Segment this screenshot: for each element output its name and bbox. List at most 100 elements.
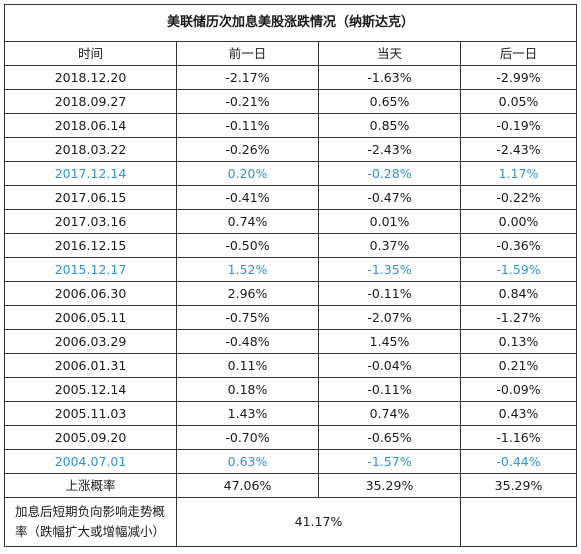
cell-date: 2005.09.20 xyxy=(4,425,177,450)
header-prev-day: 前一日 xyxy=(176,41,319,66)
negative-impact-label: 加息后短期负向影响走势概率（跌幅扩大或增幅减小） xyxy=(4,497,177,547)
table-row: 2017.12.14 0.20% -0.28% 1.17% xyxy=(4,161,578,186)
cell-prev-day: 0.63% xyxy=(176,449,319,474)
cell-same-day: 0.37% xyxy=(318,233,461,258)
cell-date: 2005.11.03 xyxy=(4,401,177,426)
cell-prev-day: -0.41% xyxy=(176,185,319,210)
cell-prev-day: -2.17% xyxy=(176,65,319,90)
cell-prev-day: 0.11% xyxy=(176,353,319,378)
cell-next-day: -1.59% xyxy=(459,257,578,282)
cell-date: 2018.09.27 xyxy=(4,89,177,114)
cell-same-day: -0.47% xyxy=(318,185,461,210)
cell-next-day: 0.84% xyxy=(459,281,578,306)
cell-same-day: -1.35% xyxy=(318,257,461,282)
cell-next-day: -0.36% xyxy=(459,233,578,258)
cell-next-day: 0.13% xyxy=(459,329,578,354)
cell-next-day: 0.00% xyxy=(459,209,578,234)
cell-prev-day: -0.21% xyxy=(176,89,319,114)
header-row: 时间 前一日 当天 后一日 xyxy=(4,41,578,66)
cell-next-day: -0.19% xyxy=(459,113,578,138)
table-title: 美联储历次加息美股涨跌情况（纳斯达克） xyxy=(3,4,578,42)
cell-prev-day: 1.52% xyxy=(176,257,319,282)
header-date: 时间 xyxy=(4,41,177,66)
cell-next-day: -2.43% xyxy=(459,137,578,162)
cell-same-day: -1.63% xyxy=(318,65,461,90)
table-row: 2015.12.17 1.52% -1.35% -1.59% xyxy=(4,257,578,282)
cell-date: 2004.07.01 xyxy=(4,449,177,474)
table-row: 2018.06.14 -0.11% 0.85% -0.19% xyxy=(4,113,578,138)
cell-prev-day: 1.43% xyxy=(176,401,319,426)
cell-prev-day: 0.74% xyxy=(176,209,319,234)
table-row: 2006.03.29 -0.48% 1.45% 0.13% xyxy=(4,329,578,354)
table-row: 2018.03.22 -0.26% -2.43% -2.43% xyxy=(4,137,578,162)
cell-same-day: -2.07% xyxy=(318,305,461,330)
cell-prev-day: 0.20% xyxy=(176,161,319,186)
cell-prev-day: -0.70% xyxy=(176,425,319,450)
cell-date: 2006.06.30 xyxy=(4,281,177,306)
negative-impact-row: 加息后短期负向影响走势概率（跌幅扩大或增幅减小） 41.17% xyxy=(4,497,578,547)
table-row: 2004.07.01 0.63% -1.57% -0.44% xyxy=(4,449,578,474)
cell-same-day: -2.43% xyxy=(318,137,461,162)
cell-prev-day: -0.11% xyxy=(176,113,319,138)
cell-next-day: -1.27% xyxy=(459,305,578,330)
cell-date: 2018.12.20 xyxy=(4,65,177,90)
table-row: 2017.06.15 -0.41% -0.47% -0.22% xyxy=(4,185,578,210)
cell-date: 2006.03.29 xyxy=(4,329,177,354)
cell-date: 2018.03.22 xyxy=(4,137,177,162)
cell-date: 2017.03.16 xyxy=(4,209,177,234)
cell-next-day: 0.05% xyxy=(459,89,578,114)
cell-date: 2006.01.31 xyxy=(4,353,177,378)
table-row: 2005.12.14 0.18% -0.11% -0.09% xyxy=(4,377,578,402)
table-row: 2006.05.11 -0.75% -2.07% -1.27% xyxy=(4,305,578,330)
cell-same-day: -0.11% xyxy=(318,281,461,306)
rise-probability-prev: 47.06% xyxy=(176,473,319,498)
cell-same-day: -0.04% xyxy=(318,353,461,378)
cell-date: 2005.12.14 xyxy=(4,377,177,402)
cell-next-day: 0.43% xyxy=(459,401,578,426)
cell-next-day: -2.99% xyxy=(459,65,578,90)
table-row: 2016.12.15 -0.50% 0.37% -0.36% xyxy=(4,233,578,258)
cell-date: 2016.12.15 xyxy=(4,233,177,258)
cell-same-day: -0.11% xyxy=(318,377,461,402)
cell-same-day: 0.85% xyxy=(318,113,461,138)
cell-prev-day: 2.96% xyxy=(176,281,319,306)
cell-date: 2017.12.14 xyxy=(4,161,177,186)
cell-same-day: -1.57% xyxy=(318,449,461,474)
cell-date: 2015.12.17 xyxy=(4,257,177,282)
header-same-day: 当天 xyxy=(318,41,461,66)
table-row: 2006.06.30 2.96% -0.11% 0.84% xyxy=(4,281,578,306)
table-row: 2017.03.16 0.74% 0.01% 0.00% xyxy=(4,209,578,234)
cell-date: 2006.05.11 xyxy=(4,305,177,330)
table-row: 2018.12.20 -2.17% -1.63% -2.99% xyxy=(4,65,578,90)
cell-same-day: 0.01% xyxy=(318,209,461,234)
table-row: 2006.01.31 0.11% -0.04% 0.21% xyxy=(4,353,578,378)
cell-prev-day: -0.48% xyxy=(176,329,319,354)
negative-impact-empty xyxy=(459,497,578,547)
cell-same-day: 0.65% xyxy=(318,89,461,114)
cell-next-day: 0.21% xyxy=(459,353,578,378)
cell-same-day: -0.65% xyxy=(318,425,461,450)
cell-next-day: -0.44% xyxy=(459,449,578,474)
cell-next-day: -0.09% xyxy=(459,377,578,402)
cell-next-day: 1.17% xyxy=(459,161,578,186)
cell-next-day: -1.16% xyxy=(459,425,578,450)
rise-probability-label: 上涨概率 xyxy=(4,473,177,498)
table-row: 2018.09.27 -0.21% 0.65% 0.05% xyxy=(4,89,578,114)
cell-next-day: -0.22% xyxy=(459,185,578,210)
rise-probability-next: 35.29% xyxy=(459,473,578,498)
cell-same-day: -0.28% xyxy=(318,161,461,186)
cell-prev-day: 0.18% xyxy=(176,377,319,402)
rise-probability-day: 35.29% xyxy=(318,473,461,498)
cell-date: 2018.06.14 xyxy=(4,113,177,138)
cell-prev-day: -0.75% xyxy=(176,305,319,330)
cell-same-day: 1.45% xyxy=(318,329,461,354)
table-row: 2005.09.20 -0.70% -0.65% -1.16% xyxy=(4,425,578,450)
cell-prev-day: -0.26% xyxy=(176,137,319,162)
cell-same-day: 0.74% xyxy=(318,401,461,426)
rise-probability-row: 上涨概率 47.06% 35.29% 35.29% xyxy=(4,473,578,498)
title-row: 美联储历次加息美股涨跌情况（纳斯达克） xyxy=(3,4,578,42)
table-row: 2005.11.03 1.43% 0.74% 0.43% xyxy=(4,401,578,426)
cell-prev-day: -0.50% xyxy=(176,233,319,258)
rate-hike-table: 美联储历次加息美股涨跌情况（纳斯达克） 时间 前一日 当天 后一日 2018.1… xyxy=(3,4,578,547)
